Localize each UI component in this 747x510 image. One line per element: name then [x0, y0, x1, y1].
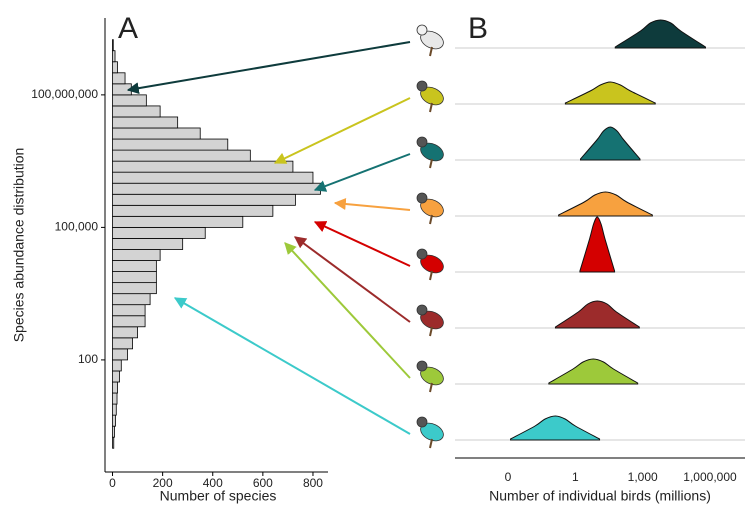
bird-icon: [417, 193, 446, 224]
bar: [113, 415, 116, 426]
arrow: [275, 98, 410, 163]
density-ridge: [559, 192, 653, 216]
x-tick-label: 0: [109, 476, 116, 490]
x-tick-label: 1: [572, 470, 579, 484]
bar: [113, 62, 118, 73]
bar: [113, 73, 126, 84]
y-tick-label: 100,000: [55, 220, 99, 234]
bird-icon: [417, 249, 446, 280]
bird-head: [417, 25, 427, 35]
density-ridge: [511, 416, 600, 440]
bar: [113, 327, 138, 338]
bird-head: [417, 249, 427, 259]
bird-icon: [417, 417, 446, 448]
bar: [113, 371, 120, 382]
bird-icon: [417, 81, 446, 112]
arrow: [295, 237, 410, 322]
density-ridge: [555, 301, 639, 328]
bar: [113, 106, 161, 117]
bird-head: [417, 81, 427, 91]
x-tick-label: 0: [505, 470, 512, 484]
bar: [113, 426, 115, 437]
bar: [113, 382, 118, 393]
density-ridge: [581, 127, 640, 160]
bar: [113, 194, 296, 205]
bar: [113, 360, 122, 371]
bar: [113, 305, 146, 316]
x-tick-label: 1,000,000: [683, 470, 737, 484]
bar: [113, 404, 117, 415]
bar: [113, 95, 147, 106]
bar: [113, 249, 161, 260]
bar: [113, 238, 183, 249]
bar: [113, 227, 206, 238]
bar: [113, 349, 128, 360]
bird-head: [417, 361, 427, 371]
arrow: [315, 154, 410, 190]
y-tick-label: 100: [78, 352, 98, 366]
bird-head: [417, 193, 427, 203]
bar: [113, 150, 251, 161]
bird-icon: [417, 25, 446, 56]
bar: [113, 216, 243, 227]
bar: [113, 205, 273, 216]
figure: A B Species abundance distribution Numbe…: [0, 0, 747, 510]
bar: [113, 172, 313, 183]
y-axis-title: Species abundance distribution: [11, 148, 27, 343]
bird-icon: [417, 361, 446, 392]
bird-icon: [417, 305, 446, 336]
bird-head: [417, 417, 427, 427]
bar: [113, 294, 151, 305]
plot-layer: 0 200 400 600 800 100 100,000 100,000,000 0 1 1,00…: [31, 20, 745, 490]
bar: [113, 393, 118, 404]
x-tick-label: 200: [153, 476, 173, 490]
panel-label: B: [468, 12, 488, 45]
arrow: [285, 243, 410, 378]
x-tick-label: 400: [203, 476, 223, 490]
bird-icon: [417, 137, 446, 168]
density-ridge: [549, 359, 638, 384]
bar: [113, 117, 178, 128]
y-tick-label: 100,000,000: [31, 87, 98, 101]
density-ridge: [615, 20, 705, 48]
density-ridge: [565, 82, 655, 104]
x-tick-label: 1,000: [628, 470, 658, 484]
bar: [113, 139, 228, 150]
bar: [113, 283, 157, 294]
density-ridge: [580, 217, 615, 272]
bar: [113, 261, 157, 272]
bar: [113, 183, 321, 194]
bar: [113, 161, 293, 172]
x-tick-label: 800: [303, 476, 323, 490]
bar: [113, 51, 116, 62]
arrow: [335, 203, 410, 210]
arrow: [128, 42, 410, 90]
bird-head: [417, 305, 427, 315]
bar: [113, 338, 133, 349]
bird-head: [417, 137, 427, 147]
bar: [113, 272, 157, 283]
bar: [113, 437, 114, 448]
arrow: [315, 222, 410, 266]
x-axis-title: Number of individual birds (millions): [489, 488, 711, 504]
x-tick-label: 600: [253, 476, 273, 490]
bar: [113, 40, 114, 51]
panel-label: A: [118, 12, 138, 45]
arrow: [175, 298, 410, 434]
bar: [113, 316, 146, 327]
bar: [113, 128, 201, 139]
